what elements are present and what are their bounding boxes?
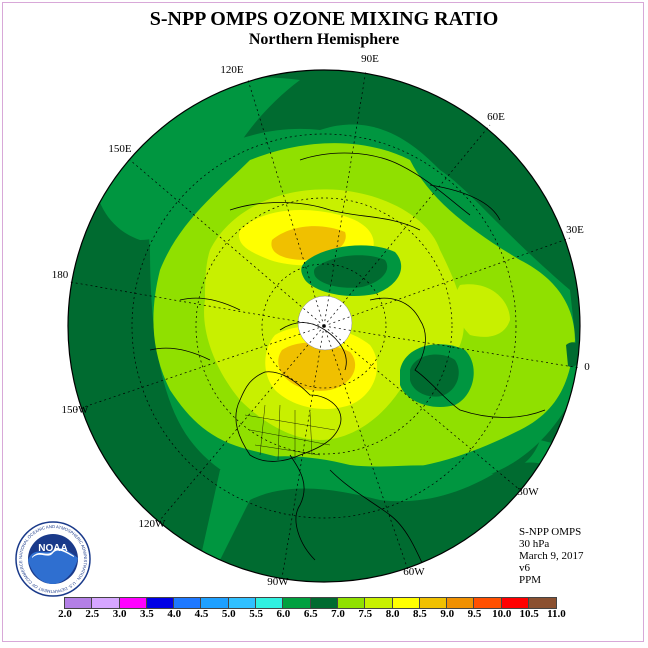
ozone-field-orange-south [278,342,356,391]
lon-label-120e: 120E [220,64,244,76]
colorbar-tick-label: 5.0 [221,608,236,620]
ozone-low-north [314,255,388,288]
lon-label-120w: 120W [139,518,167,530]
colorbar-tick-label: 3.0 [112,608,127,620]
colorbar [64,597,558,609]
colorbar-tick-label: 6.0 [276,608,291,620]
colorbar-swatch [529,598,557,608]
colorbar-tick-label: 3.5 [140,608,154,620]
lon-label-90w: 90W [267,576,289,588]
colorbar-tick-label: 4.0 [167,608,182,620]
colorbar-swatch [174,598,202,608]
colorbar-tick-label: 10.0 [492,608,512,620]
colorbar-tick-label: 5.5 [249,608,263,620]
lon-label-60e: 60E [487,111,505,123]
colorbar-tick-label: 9.0 [440,608,455,620]
state-borders [244,404,336,461]
colorbar-swatch [283,598,311,608]
colorbar-swatch [228,598,257,608]
map-boundary [67,69,581,583]
info-version: v6 [519,562,530,574]
colorbar-swatch [447,598,475,608]
colorbar-tick-label: 8.0 [385,608,400,620]
colorbar-swatch [146,598,175,608]
info-date: March 9, 2017 [519,550,584,562]
figure-frame [2,2,644,642]
colorbar-tick-label: 7.5 [358,608,373,620]
colorbar-swatch [392,598,420,608]
colorbar-tick-label: 11.0 [547,608,566,620]
noaa-logo: NATIONAL OCEANIC AND ATMOSPHERIC ADMINIS… [15,521,91,597]
lon-label-180: 180 [52,269,69,281]
colorbar-swatch [501,598,530,608]
lon-label-150e: 150E [108,143,132,155]
colorbar-tick-label: 10.5 [519,608,539,620]
noaa-logo-text: NOAA [38,543,67,554]
map-title: S-NPP OMPS OZONE MIXING RATIO [149,8,499,30]
ozone-field-east-edge [566,342,580,368]
coastlines [149,152,546,581]
ozone-field-yellow-green-east [454,284,510,337]
colorbar-swatch [419,598,448,608]
colorbar-tick-label: 4.5 [194,608,209,620]
colorbar-swatch [310,598,338,608]
lon-label-30e: 30E [566,224,584,236]
colorbar-tick-label: 7.0 [331,608,345,620]
colorbar-swatch [337,598,366,608]
map-subtitle: Northern Hemisphere [248,31,400,48]
lon-label-0: 0 [584,361,590,373]
colorbar-swatch [65,598,93,608]
colorbar-tick-label: 2.5 [85,608,100,620]
colorbar-swatch [365,598,393,608]
lon-label-30w: 30W [517,486,539,498]
lon-label-60w: 60W [403,566,425,578]
colorbar-swatch [201,598,229,608]
colorbar-swatch [256,598,284,608]
product-info: S-NPP OMPS 30 hPa March 9, 2017 v6 PPM [519,526,583,586]
ozone-low-east [410,354,459,397]
colorbar-swatch [119,598,147,608]
lon-label-90e: 90E [361,53,379,65]
colorbar-tick-label: 9.5 [467,608,482,620]
info-units: PPM [519,574,542,586]
colorbar-tick-label: 6.5 [303,608,318,620]
info-instrument: S-NPP OMPS [519,526,582,538]
colorbar-tick-label: 2.0 [58,608,72,620]
colorbar-swatch [92,598,120,608]
colorbar-swatch [474,598,502,608]
colorbar-tick-label: 8.5 [413,608,427,620]
lon-label-150w: 150W [62,404,90,416]
info-pressure: 30 hPa [519,538,550,550]
colorbar-tick-labels: 2.0 2.5 3.0 3.5 4.0 4.5 5.0 5.5 6.0 6.5 7.0 7.5 8.0 8… [52,608,612,624]
graticule [69,69,581,579]
